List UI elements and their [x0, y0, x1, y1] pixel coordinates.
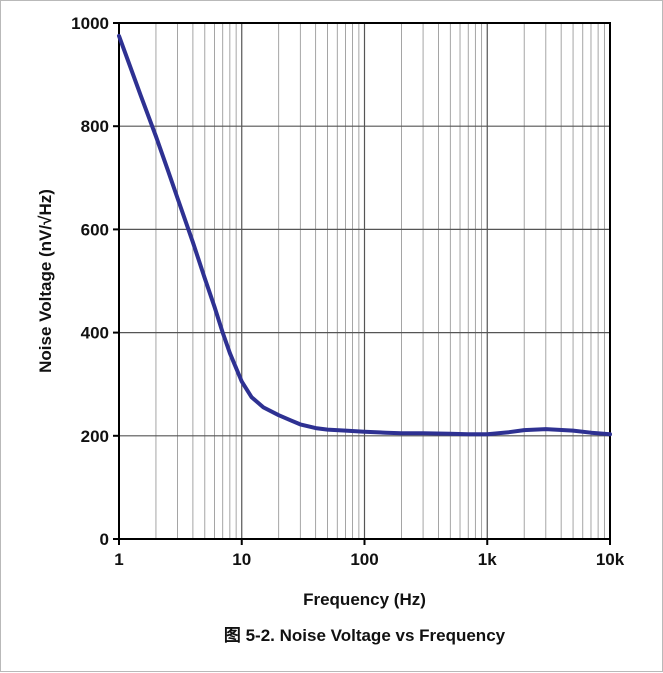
- y-tick-label: 600: [81, 220, 109, 239]
- x-tick-labels: 1 10 100 1k 10k: [114, 539, 625, 569]
- series-layer: [117, 33, 612, 437]
- y-axis-title: Noise Voltage (nV/√Hz): [36, 189, 55, 373]
- y-tick-label: 800: [81, 117, 109, 136]
- y-tick-label: 0: [100, 530, 109, 549]
- figure-caption: 图 5-2. Noise Voltage vs Frequency: [224, 626, 506, 645]
- x-tick-label: 10: [232, 550, 251, 569]
- x-tick-label: 1: [114, 550, 123, 569]
- y-tick-label: 1000: [71, 14, 109, 33]
- noise-voltage-series-line: [117, 33, 612, 437]
- y-tick-label: 200: [81, 427, 109, 446]
- minor-gridlines-x: [155, 23, 605, 539]
- x-tick-label: 100: [350, 550, 378, 569]
- x-tick-label: 10k: [596, 550, 625, 569]
- y-tick-label: 400: [81, 324, 109, 343]
- x-tick-label: 1k: [478, 550, 497, 569]
- x-axis-title: Frequency (Hz): [303, 590, 426, 609]
- y-tick-labels: 0 200 400 600 800 1000: [71, 14, 119, 549]
